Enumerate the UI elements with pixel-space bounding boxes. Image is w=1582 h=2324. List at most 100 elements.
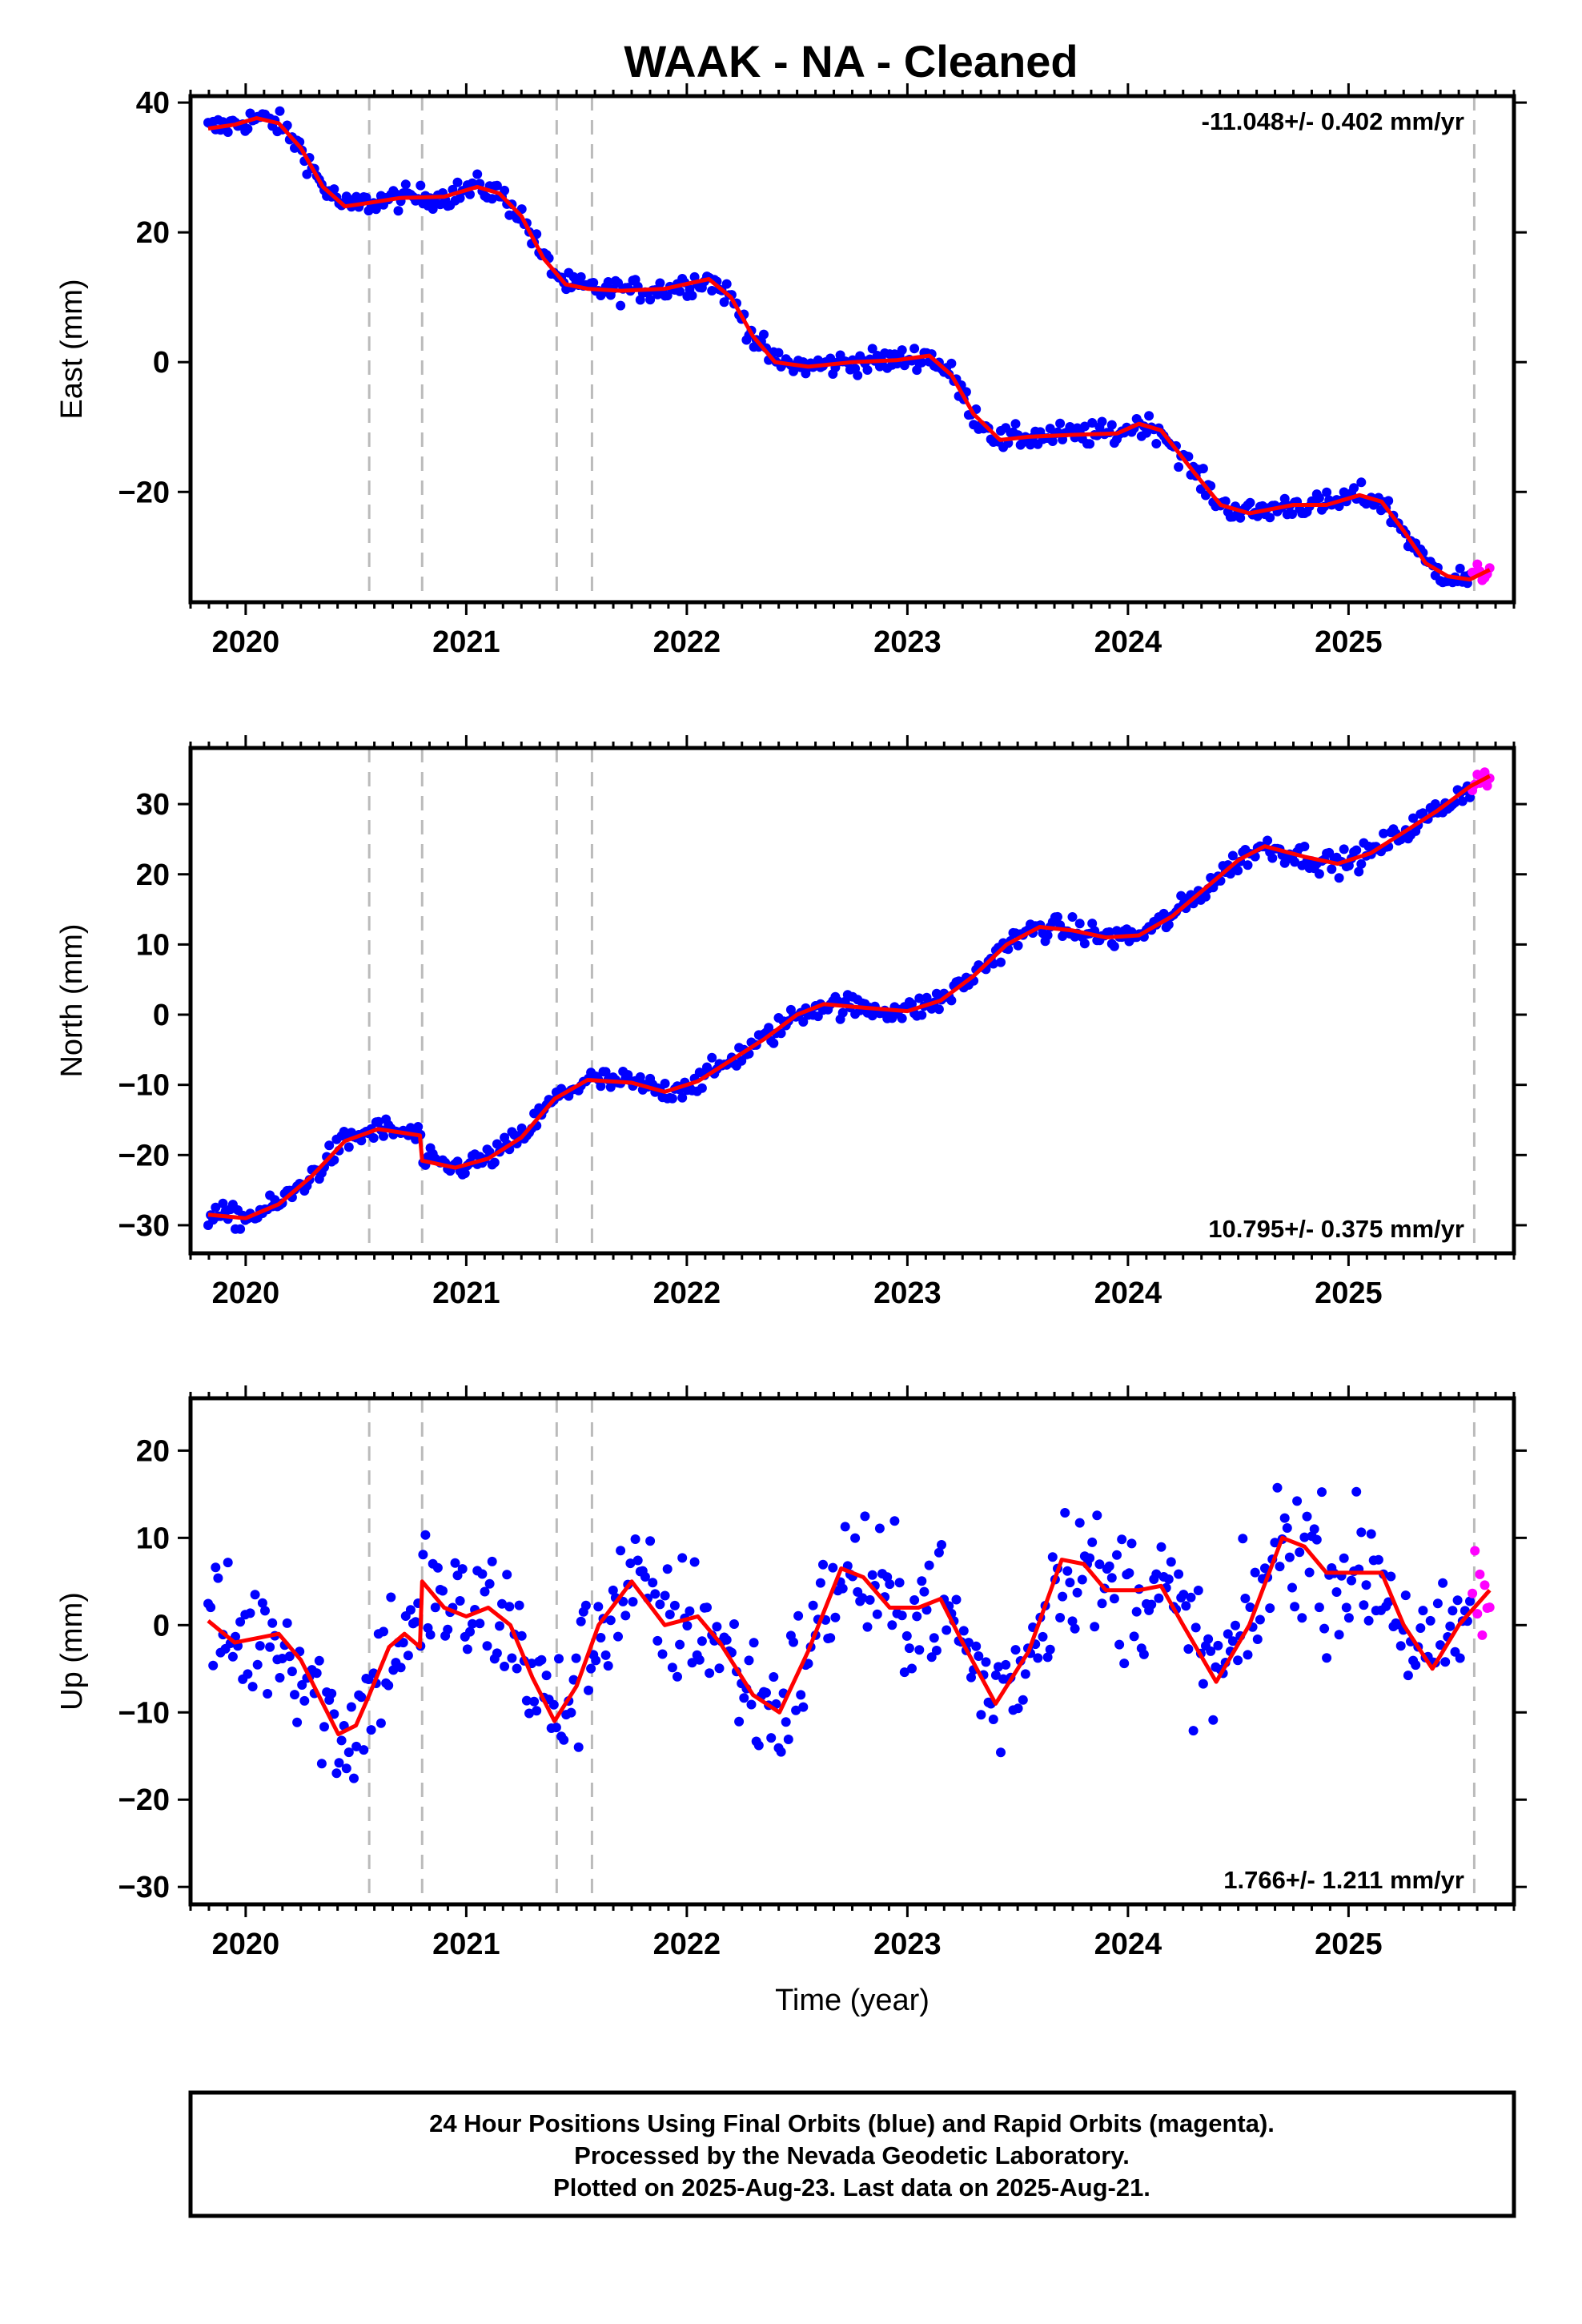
final-orbit-point bbox=[657, 1649, 668, 1659]
final-orbit-point bbox=[416, 180, 426, 191]
final-orbit-point bbox=[885, 1579, 895, 1590]
final-orbit-point bbox=[608, 1585, 618, 1595]
final-orbit-point bbox=[1055, 418, 1066, 428]
final-orbit-point bbox=[438, 1586, 448, 1596]
final-orbit-point bbox=[958, 1626, 969, 1636]
final-orbit-point bbox=[677, 1553, 688, 1563]
north-panel: 2020 2021 2022 2023 2024 2025 −30 −20 −10 0 10 20 30… bbox=[55, 735, 1527, 1310]
final-orbit-point bbox=[593, 1602, 604, 1612]
final-orbit-point bbox=[781, 1717, 791, 1727]
x-tick-label: 2022 bbox=[653, 1928, 721, 1961]
final-orbit-point bbox=[917, 357, 927, 368]
final-orbit-point bbox=[655, 278, 665, 288]
final-orbit-point bbox=[455, 193, 465, 203]
final-orbit-point bbox=[1067, 1616, 1078, 1626]
final-orbit-point bbox=[976, 1710, 986, 1720]
final-orbit-point bbox=[796, 1690, 806, 1700]
final-orbit-point bbox=[1233, 866, 1243, 876]
x-tick-label: 2023 bbox=[873, 1928, 942, 1961]
final-orbit-point bbox=[897, 1610, 907, 1621]
east-panel: 2020 2021 2022 2023 2024 2025 −20 0 20 40 East (mm… bbox=[55, 83, 1527, 659]
final-orbit-point bbox=[1290, 857, 1300, 867]
x-tick-label: 2021 bbox=[432, 625, 500, 659]
final-orbit-point bbox=[223, 127, 233, 137]
plot-area bbox=[203, 96, 1495, 602]
final-orbit-point bbox=[1235, 513, 1246, 523]
final-orbit-point bbox=[1085, 439, 1095, 449]
final-orbit-point bbox=[1240, 1594, 1251, 1603]
final-orbit-point bbox=[331, 1768, 342, 1779]
final-orbit-point bbox=[1181, 1601, 1191, 1611]
final-orbit-point bbox=[403, 1651, 413, 1661]
final-orbit-point bbox=[475, 1618, 485, 1629]
final-orbit-point bbox=[336, 1735, 347, 1746]
footer-border bbox=[188, 2090, 1516, 2218]
final-orbit-point bbox=[1322, 1653, 1332, 1663]
final-orbit-point bbox=[655, 1599, 665, 1610]
final-orbit-point bbox=[667, 1093, 677, 1104]
final-orbit-point bbox=[489, 1157, 500, 1168]
final-orbit-point bbox=[1104, 1561, 1114, 1571]
final-orbit-point bbox=[909, 344, 920, 354]
x-axis: 2020 2021 2022 2023 2024 2025 bbox=[189, 83, 1516, 659]
final-orbit-point bbox=[874, 1523, 885, 1534]
final-orbit-point bbox=[334, 1758, 344, 1768]
final-orbit-point bbox=[472, 169, 483, 179]
final-orbit-point bbox=[1383, 496, 1394, 506]
final-orbit-point bbox=[1201, 891, 1211, 902]
final-orbit-point bbox=[1314, 493, 1324, 503]
final-orbit-point bbox=[316, 1759, 327, 1769]
final-orbit-point bbox=[1077, 1574, 1087, 1585]
final-orbit-point bbox=[697, 1083, 707, 1093]
y-tick-label: −10 bbox=[118, 1696, 170, 1730]
x-tick-label: 2021 bbox=[432, 1277, 500, 1310]
final-orbit-point bbox=[753, 1740, 764, 1751]
final-orbit-point bbox=[1144, 411, 1154, 421]
x-axis-label: Time (year) bbox=[775, 1984, 930, 2017]
final-orbit-point bbox=[613, 1631, 623, 1642]
final-orbit-point bbox=[1188, 1726, 1199, 1736]
final-orbit-point bbox=[815, 1578, 825, 1588]
final-orbit-point bbox=[667, 1663, 677, 1673]
final-orbit-point bbox=[356, 1692, 367, 1703]
final-orbit-point bbox=[388, 1665, 399, 1675]
final-orbit-point bbox=[931, 1646, 942, 1655]
final-orbit-point bbox=[630, 1534, 640, 1544]
final-orbit-point bbox=[265, 1642, 275, 1652]
final-orbit-point bbox=[356, 1136, 367, 1146]
final-orbit-point bbox=[1233, 1655, 1243, 1666]
x-tick-label: 2020 bbox=[212, 1277, 280, 1310]
final-orbit-point bbox=[329, 1709, 339, 1719]
final-orbit-point bbox=[934, 1004, 944, 1015]
final-orbit-point bbox=[769, 1038, 779, 1048]
final-orbit-point bbox=[707, 286, 717, 296]
final-orbit-point bbox=[946, 358, 957, 368]
final-orbit-point bbox=[1284, 1552, 1295, 1562]
final-orbit-point bbox=[603, 1661, 613, 1671]
final-orbit-point bbox=[1314, 869, 1324, 879]
final-orbit-point bbox=[329, 184, 339, 195]
final-orbit-point bbox=[343, 1747, 354, 1758]
final-orbit-point bbox=[1295, 1547, 1305, 1558]
final-orbit-point bbox=[648, 1578, 658, 1588]
final-orbit-point bbox=[1203, 1634, 1214, 1644]
final-orbit-point bbox=[420, 1530, 431, 1540]
final-orbit-point bbox=[603, 277, 613, 287]
final-orbit-point bbox=[255, 1641, 265, 1651]
final-orbit-point bbox=[1445, 1621, 1456, 1631]
final-orbit-point bbox=[1432, 1598, 1443, 1609]
final-orbit-point bbox=[1018, 1695, 1028, 1705]
final-orbit-point bbox=[605, 1082, 616, 1092]
final-orbit-point bbox=[1349, 483, 1359, 493]
final-orbit-point bbox=[1290, 1602, 1300, 1612]
up-panel: 2020 2021 2022 2023 2024 2025 −30 −20 −10 0 10 20 Up… bbox=[55, 1385, 1527, 2017]
final-orbit-point bbox=[1297, 1613, 1307, 1623]
final-orbit-point bbox=[907, 1663, 917, 1674]
final-orbit-point bbox=[697, 1636, 707, 1647]
final-orbit-point bbox=[452, 1156, 463, 1167]
final-orbit-point bbox=[211, 1202, 221, 1212]
final-orbit-point bbox=[1055, 1613, 1066, 1622]
final-orbit-point bbox=[640, 1572, 650, 1582]
final-orbit-point bbox=[865, 1594, 875, 1605]
final-orbit-point bbox=[1154, 1593, 1164, 1603]
